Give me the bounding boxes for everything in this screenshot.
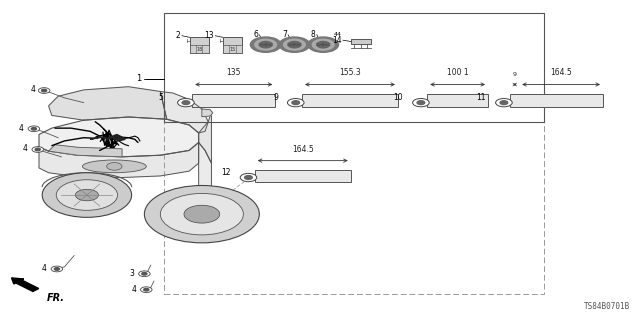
Circle shape [308, 37, 339, 52]
Circle shape [240, 173, 257, 182]
Text: 164.5: 164.5 [550, 68, 572, 77]
Circle shape [287, 99, 304, 107]
Text: 15: 15 [229, 47, 236, 52]
Polygon shape [198, 142, 211, 225]
Bar [255, 170, 351, 182]
Text: 4: 4 [131, 284, 136, 293]
Polygon shape [39, 117, 198, 157]
Bar [164, 13, 543, 122]
Circle shape [413, 99, 429, 107]
Text: FR.: FR. [47, 293, 65, 303]
Text: 100 1: 100 1 [447, 68, 468, 77]
Circle shape [259, 42, 272, 48]
Text: 4: 4 [42, 264, 47, 273]
Circle shape [35, 148, 40, 151]
Circle shape [495, 99, 512, 107]
Text: 18: 18 [196, 47, 202, 52]
Circle shape [142, 272, 147, 275]
Circle shape [417, 101, 425, 105]
Circle shape [288, 42, 301, 48]
Circle shape [31, 127, 36, 130]
Circle shape [284, 39, 305, 50]
Bar [351, 39, 371, 44]
Bar [223, 45, 242, 53]
Bar [164, 13, 543, 294]
Text: 4: 4 [22, 144, 28, 153]
Circle shape [145, 186, 259, 243]
Text: 4: 4 [19, 124, 24, 132]
Bar [192, 94, 275, 107]
Text: 2: 2 [175, 31, 180, 40]
Text: 10: 10 [394, 93, 403, 102]
Text: 155.3: 155.3 [339, 68, 361, 77]
Bar [428, 94, 488, 107]
Circle shape [279, 37, 310, 52]
Text: TS84B0701B: TS84B0701B [584, 302, 630, 311]
Circle shape [139, 271, 150, 276]
Circle shape [317, 42, 330, 48]
Circle shape [76, 189, 99, 201]
Text: 135: 135 [227, 68, 241, 77]
Polygon shape [161, 92, 208, 133]
Text: 5: 5 [159, 93, 164, 102]
Text: 8: 8 [311, 30, 316, 39]
Circle shape [56, 180, 118, 210]
Text: 14: 14 [332, 36, 342, 45]
Circle shape [161, 194, 243, 235]
Circle shape [42, 173, 132, 217]
Text: 164.5: 164.5 [292, 145, 314, 154]
Bar [223, 37, 242, 53]
Circle shape [312, 39, 334, 50]
Circle shape [42, 89, 47, 92]
Circle shape [38, 88, 50, 93]
Circle shape [32, 147, 44, 152]
Circle shape [141, 287, 152, 292]
Polygon shape [198, 112, 211, 163]
Text: 3: 3 [129, 268, 134, 278]
Text: 13: 13 [204, 31, 213, 40]
Ellipse shape [83, 160, 147, 173]
Text: 9: 9 [274, 93, 278, 102]
FancyArrow shape [12, 278, 39, 292]
Circle shape [107, 163, 122, 170]
Text: 9: 9 [513, 72, 516, 77]
Bar [302, 94, 398, 107]
Text: 7: 7 [282, 30, 287, 39]
Polygon shape [90, 134, 125, 141]
Circle shape [250, 37, 281, 52]
Text: 44: 44 [333, 32, 342, 37]
Circle shape [500, 101, 508, 105]
Text: 6: 6 [253, 30, 258, 39]
Circle shape [292, 101, 300, 105]
Bar [189, 45, 209, 53]
Polygon shape [49, 87, 167, 120]
Circle shape [144, 288, 149, 291]
Circle shape [184, 205, 220, 223]
Bar [189, 37, 209, 53]
Text: 12: 12 [221, 168, 230, 177]
Polygon shape [202, 109, 212, 117]
Circle shape [51, 266, 63, 272]
Polygon shape [49, 145, 122, 157]
Circle shape [28, 126, 40, 132]
Text: 1: 1 [136, 74, 141, 83]
Circle shape [255, 39, 276, 50]
Circle shape [182, 101, 189, 105]
Text: 4: 4 [30, 85, 35, 94]
Bar [510, 94, 603, 107]
Polygon shape [39, 142, 198, 178]
Circle shape [54, 268, 60, 270]
Text: 11: 11 [477, 93, 486, 102]
Circle shape [244, 176, 252, 180]
Circle shape [177, 99, 194, 107]
